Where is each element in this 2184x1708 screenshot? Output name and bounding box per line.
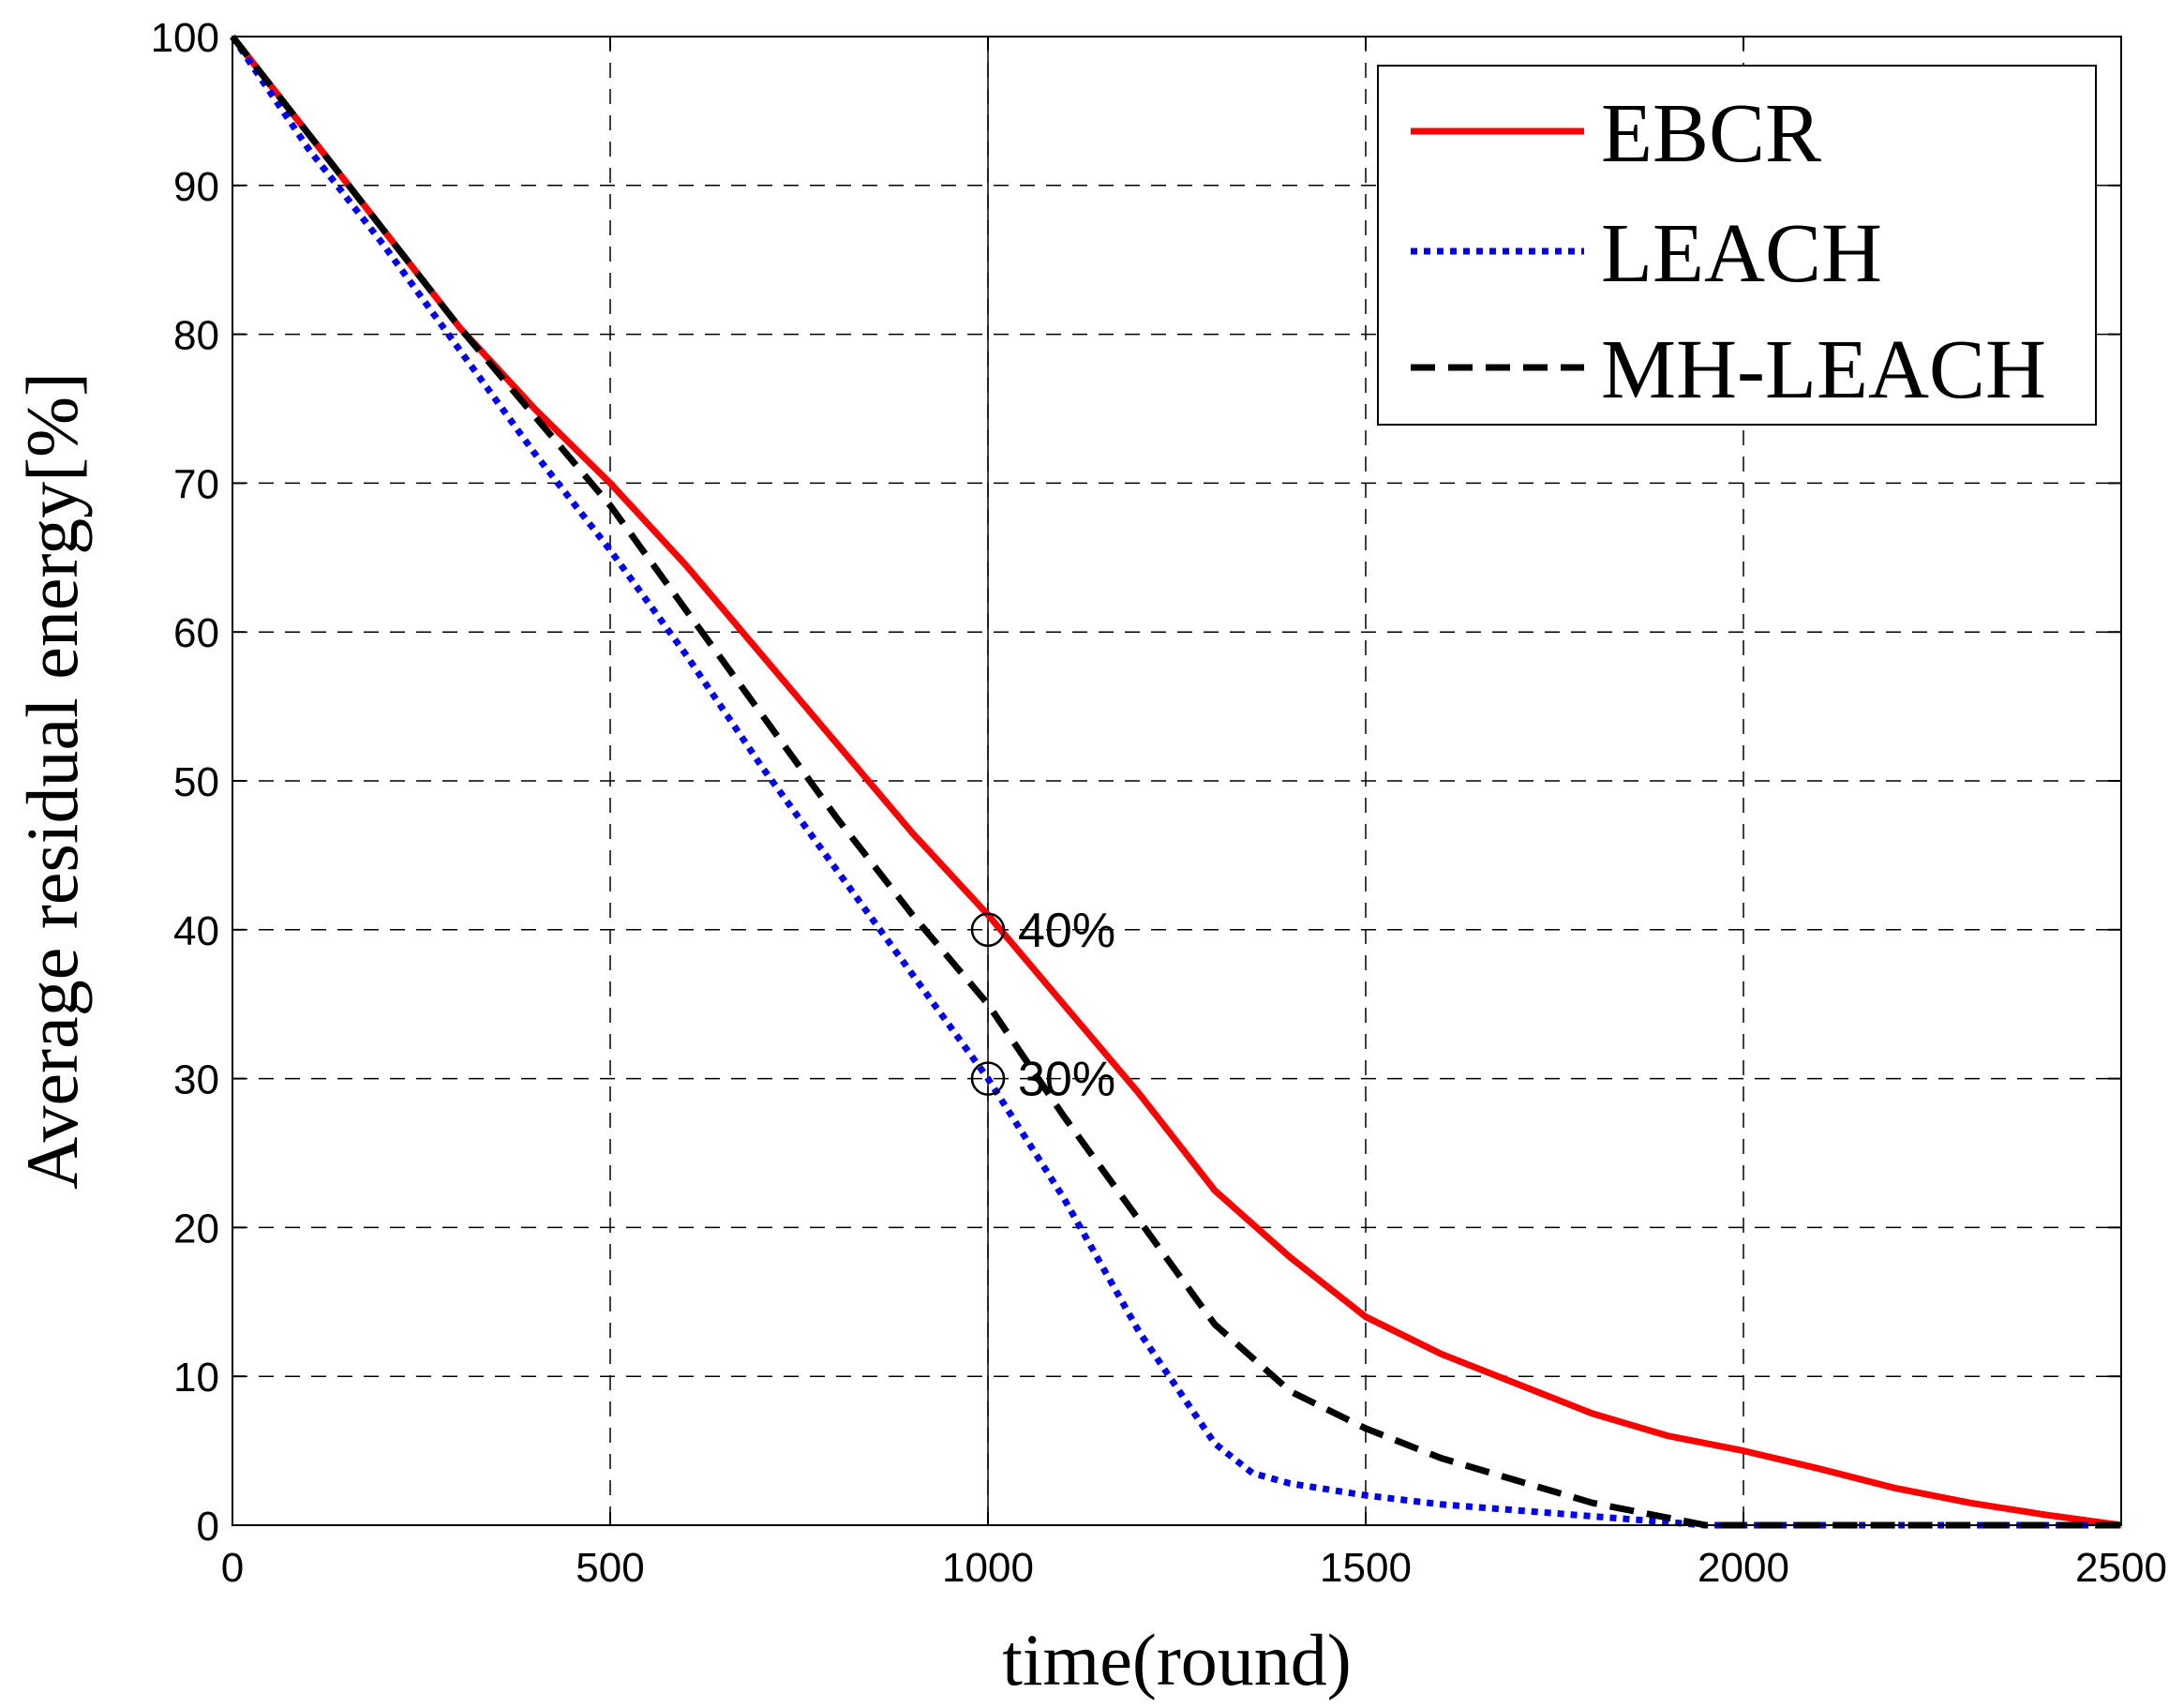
y-tick-label-20: 20 <box>173 1206 219 1251</box>
x-tick-label-2500: 2500 <box>2075 1545 2167 1591</box>
legend-label-ebcr: EBCR <box>1601 87 1821 180</box>
annotation-marker-40 <box>970 912 1006 948</box>
y-tick-label-80: 80 <box>173 313 219 359</box>
y-tick-label-70: 70 <box>173 461 219 507</box>
x-tick-label-2000: 2000 <box>1698 1545 1789 1591</box>
y-tick-label-100: 100 <box>151 15 219 61</box>
y-tick-label-60: 60 <box>173 610 219 656</box>
x-tick-label-500: 500 <box>576 1545 644 1591</box>
y-tick-label-50: 50 <box>173 759 219 805</box>
x-tick-label-1500: 1500 <box>1320 1545 1412 1591</box>
y-tick-label-90: 90 <box>173 164 219 210</box>
y-tick-label-40: 40 <box>173 908 219 954</box>
y-tick-label-0: 0 <box>197 1504 219 1550</box>
annotation-marker-30 <box>970 1061 1006 1096</box>
axis-ticks: 0 500 1000 1500 2000 2500 0 10 20 30 40 50 60 70 80 90 1… <box>151 15 2167 1591</box>
annotations: 40% 30% <box>970 904 1115 1107</box>
series-line-mh-leach <box>230 34 2121 1529</box>
series-line-ebcr <box>230 34 2122 1529</box>
annotation-label-40: 40% <box>1018 904 1115 958</box>
x-tick-label-1000: 1000 <box>942 1545 1034 1591</box>
y-tick-label-30: 30 <box>173 1057 219 1103</box>
legend: EBCR LEACH MH-LEACH <box>1377 65 2097 426</box>
y-axis-title: Average residual energy[%] <box>11 372 93 1190</box>
annotation-label-30: 30% <box>1018 1053 1115 1107</box>
legend-label-mh-leach: MH-LEACH <box>1601 323 2046 416</box>
y-tick-label-10: 10 <box>173 1355 219 1401</box>
x-tick-label-0: 0 <box>221 1545 244 1591</box>
legend-label-leach: LEACH <box>1601 207 1882 300</box>
x-axis-title: time(round) <box>1002 1619 1352 1701</box>
